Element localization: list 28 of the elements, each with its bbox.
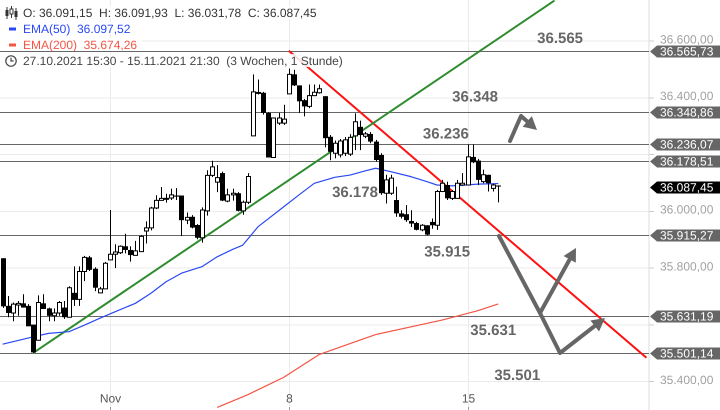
ref-line-label: 36.178,51 bbox=[660, 154, 714, 168]
ref-line-label: 36.348,86 bbox=[660, 105, 714, 120]
ref-line-label: 35.501,14 bbox=[660, 346, 714, 360]
annotation: 36.348 bbox=[452, 88, 498, 106]
y-tick-label: 36.400,00 bbox=[660, 89, 714, 104]
ref-line-label: 36.236,07 bbox=[660, 137, 714, 152]
x-tick-label: Nov bbox=[100, 391, 122, 406]
annotation: 35.631 bbox=[470, 322, 516, 340]
ref-line-label: 36.565,73 bbox=[660, 44, 714, 58]
y-tick-label: 36.000,00 bbox=[660, 202, 714, 217]
y-tick-label: 35.800,00 bbox=[660, 259, 714, 274]
y-tick-label: 35.400,00 bbox=[660, 372, 714, 387]
candlestick bbox=[394, 186, 399, 218]
annotation: 36.565 bbox=[537, 30, 584, 48]
text: 27.10.2021 15:30 - 15.11.2021 21:30 (3 Wochen, 1 Stunde) bbox=[23, 54, 343, 68]
ref-line-label: 35.631,19 bbox=[660, 309, 714, 324]
text: 36.087,45 bbox=[660, 180, 714, 194]
legend-label: EMA(50) 36.097,52 bbox=[23, 22, 131, 36]
legend-label: EMA(200) 35.674,26 bbox=[23, 38, 138, 52]
annotation: 35.501 bbox=[494, 367, 540, 384]
annotation: 36.178 bbox=[332, 184, 378, 201]
ref-line-label: 35.915,27 bbox=[660, 228, 714, 242]
annotation: 36.236 bbox=[422, 126, 469, 143]
text: O: 36.091,15 H: 36.091,93 L: 36.031,78 C: 36.087,45 bbox=[23, 6, 317, 20]
x-tick-label: 8 bbox=[286, 391, 294, 406]
y-tick-label: 36.600,00 bbox=[660, 32, 714, 46]
x-tick-label: 15 bbox=[462, 391, 476, 406]
annotation: 35.915 bbox=[424, 244, 470, 261]
